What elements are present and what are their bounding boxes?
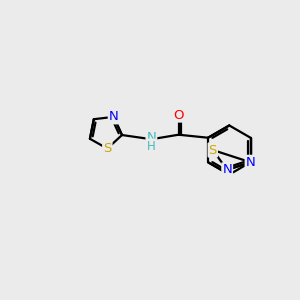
Text: S: S	[208, 143, 217, 157]
Text: N: N	[222, 164, 232, 176]
Text: N: N	[109, 110, 118, 123]
Text: S: S	[103, 142, 112, 155]
Text: H: H	[147, 140, 156, 152]
Text: N: N	[246, 156, 255, 169]
Text: O: O	[173, 109, 184, 122]
Text: N: N	[146, 131, 156, 144]
